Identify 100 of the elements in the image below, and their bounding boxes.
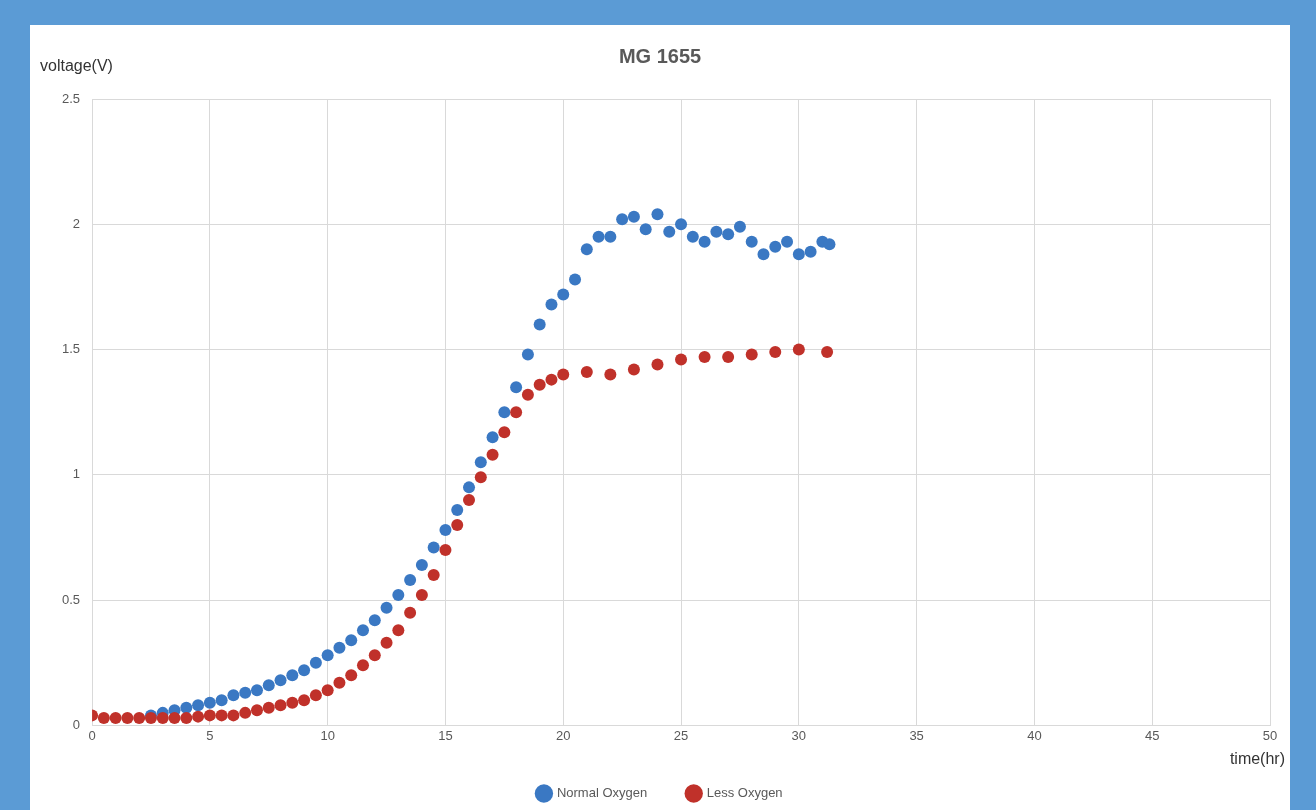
point [357, 659, 369, 672]
point [97, 711, 110, 724]
point [262, 701, 275, 714]
point [557, 288, 570, 301]
point [781, 235, 794, 248]
point [239, 706, 252, 719]
legend-label: Normal Oxygen [556, 785, 648, 801]
point [463, 493, 476, 506]
point [604, 368, 617, 381]
point [180, 701, 193, 714]
x-tick-label: 35 [909, 727, 924, 743]
point [821, 346, 834, 359]
point [380, 636, 393, 649]
point [168, 711, 181, 724]
point [733, 220, 746, 233]
point [404, 606, 417, 619]
point [321, 649, 334, 662]
point [415, 559, 428, 572]
point [651, 208, 664, 221]
point [675, 218, 688, 231]
point [545, 298, 558, 311]
point [250, 704, 263, 717]
y-tick-label: 0.5 [61, 591, 81, 607]
point [333, 641, 346, 654]
point [486, 448, 499, 461]
point [745, 235, 758, 248]
point [498, 426, 511, 439]
point [345, 634, 358, 647]
point [545, 373, 558, 386]
point [686, 230, 699, 243]
point [439, 523, 452, 536]
point [215, 694, 228, 707]
y-axis-title: voltage(V) [40, 57, 113, 75]
point [309, 689, 322, 702]
point [639, 223, 652, 236]
point [357, 624, 369, 637]
point [415, 589, 428, 602]
point [792, 248, 805, 261]
y-tick-label: 2 [72, 215, 81, 231]
point [239, 686, 252, 699]
point [675, 353, 688, 366]
point [580, 366, 593, 379]
point [769, 346, 782, 359]
point [474, 456, 487, 469]
point [521, 348, 534, 361]
point [592, 230, 605, 243]
point [757, 248, 770, 261]
point [486, 431, 499, 444]
point [392, 624, 405, 637]
point [309, 656, 322, 669]
point [215, 709, 228, 722]
point [710, 225, 723, 238]
point [333, 676, 346, 689]
point [298, 694, 311, 707]
point [427, 569, 440, 582]
point [510, 381, 523, 394]
point [498, 406, 511, 419]
point [392, 589, 405, 602]
x-tick-label: 15 [438, 727, 453, 743]
point [804, 245, 817, 258]
point [698, 235, 711, 248]
point [368, 649, 381, 662]
point [274, 674, 287, 687]
point [463, 481, 476, 494]
point [616, 213, 629, 226]
point [298, 664, 311, 677]
chart-title: MG 1655 [618, 44, 702, 67]
point [569, 273, 582, 286]
point [274, 699, 287, 712]
point [121, 711, 134, 724]
x-tick-label: 25 [673, 727, 689, 743]
x-tick-label: 5 [206, 727, 214, 743]
point [474, 471, 487, 484]
x-tick-label: 10 [320, 727, 335, 743]
y-tick-label: 2.5 [61, 90, 81, 106]
x-tick-label: 50 [1262, 727, 1278, 743]
point [533, 318, 546, 331]
point [345, 669, 358, 682]
x-axis-title: time(hr) [1229, 749, 1285, 767]
x-tick-label: 40 [1027, 727, 1042, 743]
point [227, 689, 240, 702]
point [262, 679, 275, 692]
point [627, 210, 640, 223]
point [722, 228, 735, 241]
point [192, 710, 205, 723]
y-tick-label: 1.5 [61, 341, 81, 357]
point [203, 709, 216, 722]
y-tick-label: 1 [72, 466, 81, 482]
point [380, 601, 393, 614]
legend-label: Less Oxygen [706, 785, 783, 801]
point [227, 709, 240, 722]
point [663, 225, 676, 238]
point [439, 544, 452, 557]
point [823, 238, 836, 251]
point [557, 368, 570, 381]
x-tick-label: 45 [1144, 727, 1160, 743]
point [451, 518, 464, 531]
point [286, 696, 299, 709]
point [521, 388, 534, 401]
x-tick-label: 20 [556, 727, 571, 743]
